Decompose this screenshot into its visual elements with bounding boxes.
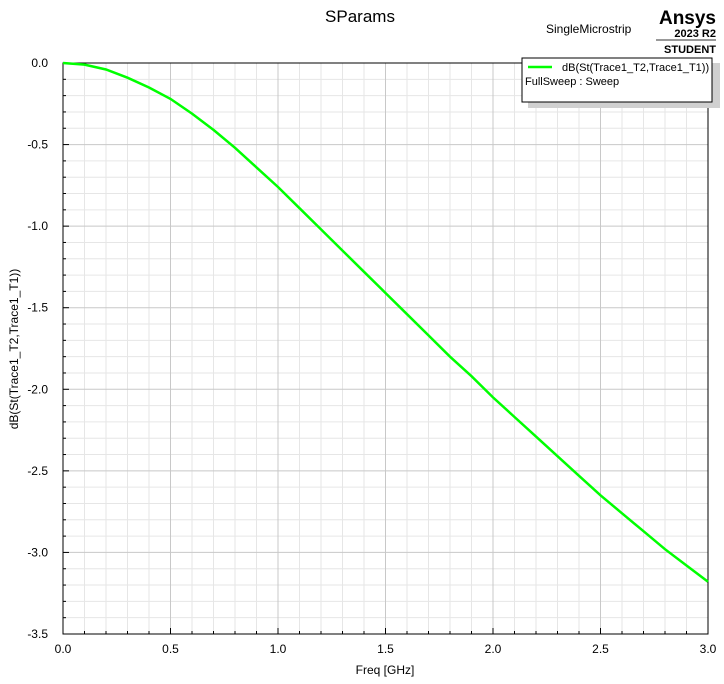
x-tick-label: 3.0 [700,642,717,656]
x-tick-label: 2.0 [485,642,502,656]
y-tick-labels: 0.0 -0.5 -1.0 -1.5 -2.0 -2.5 -3.0 -3.5 [27,56,48,641]
x-tick-label: 0.0 [55,642,72,656]
x-tick-label: 1.5 [377,642,394,656]
chart-title: SParams [325,7,395,26]
x-tick-labels: 0.0 0.5 1.0 1.5 2.0 2.5 3.0 [55,642,717,656]
version-label: 2023 R2 [674,28,716,40]
y-tick-label: -2.5 [27,464,48,478]
y-tick-label: -1.5 [27,301,48,315]
legend-sweep-label: FullSweep : Sweep [525,76,619,88]
x-tick-label: 1.0 [270,642,287,656]
design-name-label: SingleMicrostrip [546,22,632,36]
plot-grid [62,62,709,635]
y-tick-label: -0.5 [27,138,48,152]
series-line [62,61,709,583]
x-axis-label: Freq [GHz] [356,663,415,677]
axis-ticks [62,62,709,635]
y-tick-label: -2.0 [27,382,48,396]
x-tick-label: 2.5 [592,642,609,656]
y-tick-label: -3.0 [27,545,48,559]
y-tick-label: -3.5 [27,627,48,641]
legend-box [521,57,713,103]
y-tick-label: -1.0 [27,219,48,233]
y-axis-label: dB(St(Trace1_T2,Trace1_T1)) [7,269,21,430]
y-tick-label: 0.0 [31,56,48,70]
x-tick-label: 0.5 [162,642,179,656]
edition-label: STUDENT [664,44,716,56]
ansys-logo-text: Ansys [659,8,716,29]
legend-series-label: dB(St(Trace1_T2,Trace1_T1)) [562,62,709,74]
legend[interactable]: dB(St(Trace1_T2,Trace1_T1)) FullSweep : … [521,57,720,108]
